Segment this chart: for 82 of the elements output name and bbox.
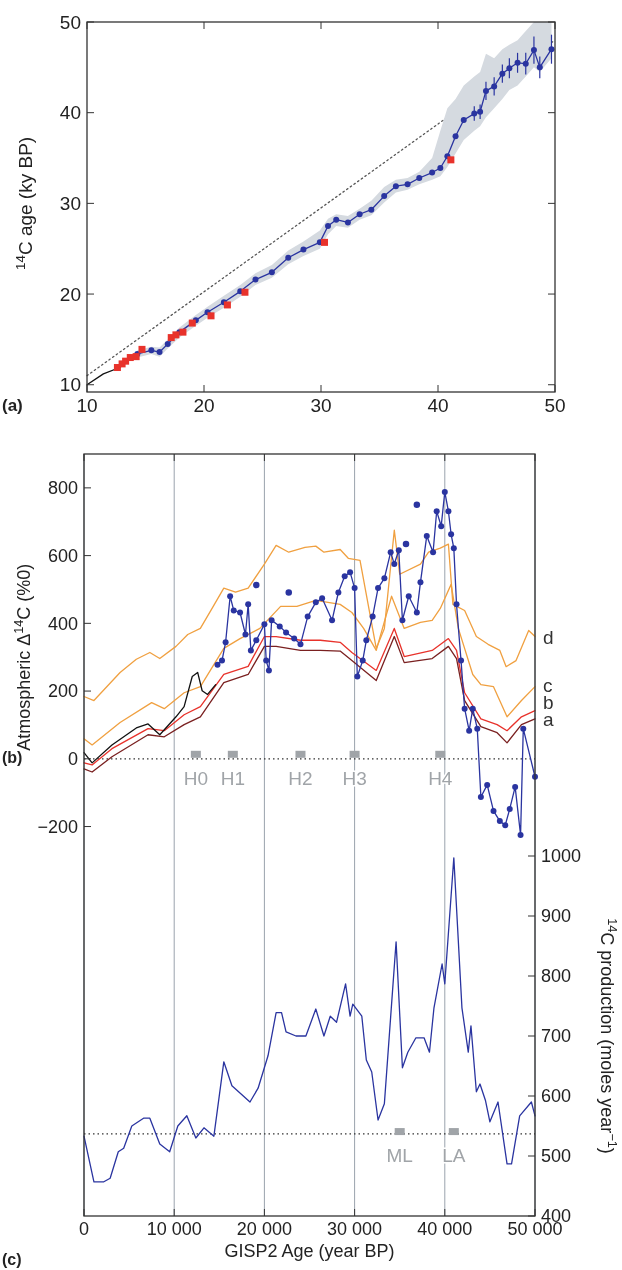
y-tick-label: 50 [59,11,81,33]
point [164,340,171,347]
point [471,110,478,117]
point [460,116,467,123]
point [207,312,215,320]
point [491,83,498,90]
x-tick-label: 50 [544,395,566,416]
series-label: d [543,626,554,648]
y2-tick-label: 1000 [541,846,582,867]
point [392,183,399,190]
y2-tick-label: 700 [541,1026,572,1047]
point [416,174,423,181]
point [506,65,513,72]
point [499,70,506,77]
annotation: H2 [288,767,313,789]
y-tick-label: 800 [47,478,78,499]
point [536,64,543,71]
point [138,345,146,353]
point [285,589,292,596]
point [252,276,259,283]
y2-tick-label: 600 [541,1086,572,1107]
point [188,319,196,327]
point [477,108,484,115]
point [437,165,444,172]
point [381,193,388,200]
point [333,216,340,223]
point [179,328,187,336]
y-tick-label: 40 [59,102,81,124]
point [300,246,307,253]
point [368,206,375,213]
y-tick-label: 200 [47,681,78,702]
x-tick-label: 40 [427,395,449,416]
point [522,60,529,67]
text: (a) [2,396,23,415]
point [482,87,489,94]
x-tick-label: 10 [76,395,98,416]
y-tick-label: 600 [47,545,78,566]
text: (b) [2,749,23,766]
point [325,223,332,230]
point [413,501,421,509]
annotation: H0 [183,767,208,789]
point [132,353,140,361]
point [356,211,363,218]
line-series [83,857,536,1183]
point [223,301,231,309]
point [452,133,459,140]
point [404,181,411,188]
point [429,169,436,176]
y2-tick-label: 500 [541,1146,572,1167]
point [241,288,249,296]
y-tick-label: 10 [59,374,81,396]
x-tick-label: 40 000 [417,1219,473,1239]
point [514,59,521,66]
y2-tick-label: 900 [541,906,572,927]
y-tick-label: −200 [37,816,78,837]
y-tick-label: 0 [67,749,78,770]
x-tick-label: 20 [193,395,215,416]
point [268,269,275,276]
point [156,349,163,356]
annotation: H1 [220,767,245,789]
y-tick-label: 20 [59,283,81,305]
annotation: ML [386,1145,413,1167]
point [402,540,410,548]
line-series [83,671,217,764]
text: (c) [2,1251,22,1268]
point [530,47,537,54]
point [285,254,292,261]
point [148,347,155,354]
point [344,219,351,226]
y-tick-label: 400 [47,613,78,634]
x-axis-title: GISP2 Age (year BP) [224,1241,395,1262]
x-tick-label: 20 000 [236,1219,292,1239]
x-tick-label: 30 000 [327,1219,383,1239]
point [172,331,180,339]
x-tick-label: 30 [310,395,332,416]
point [548,46,555,53]
point [253,581,260,589]
point [447,156,455,164]
y-tick-label: 30 [59,193,81,215]
point [321,238,329,246]
y2-tick-label: 800 [541,966,572,987]
x-tick-label: 10 000 [146,1219,202,1239]
